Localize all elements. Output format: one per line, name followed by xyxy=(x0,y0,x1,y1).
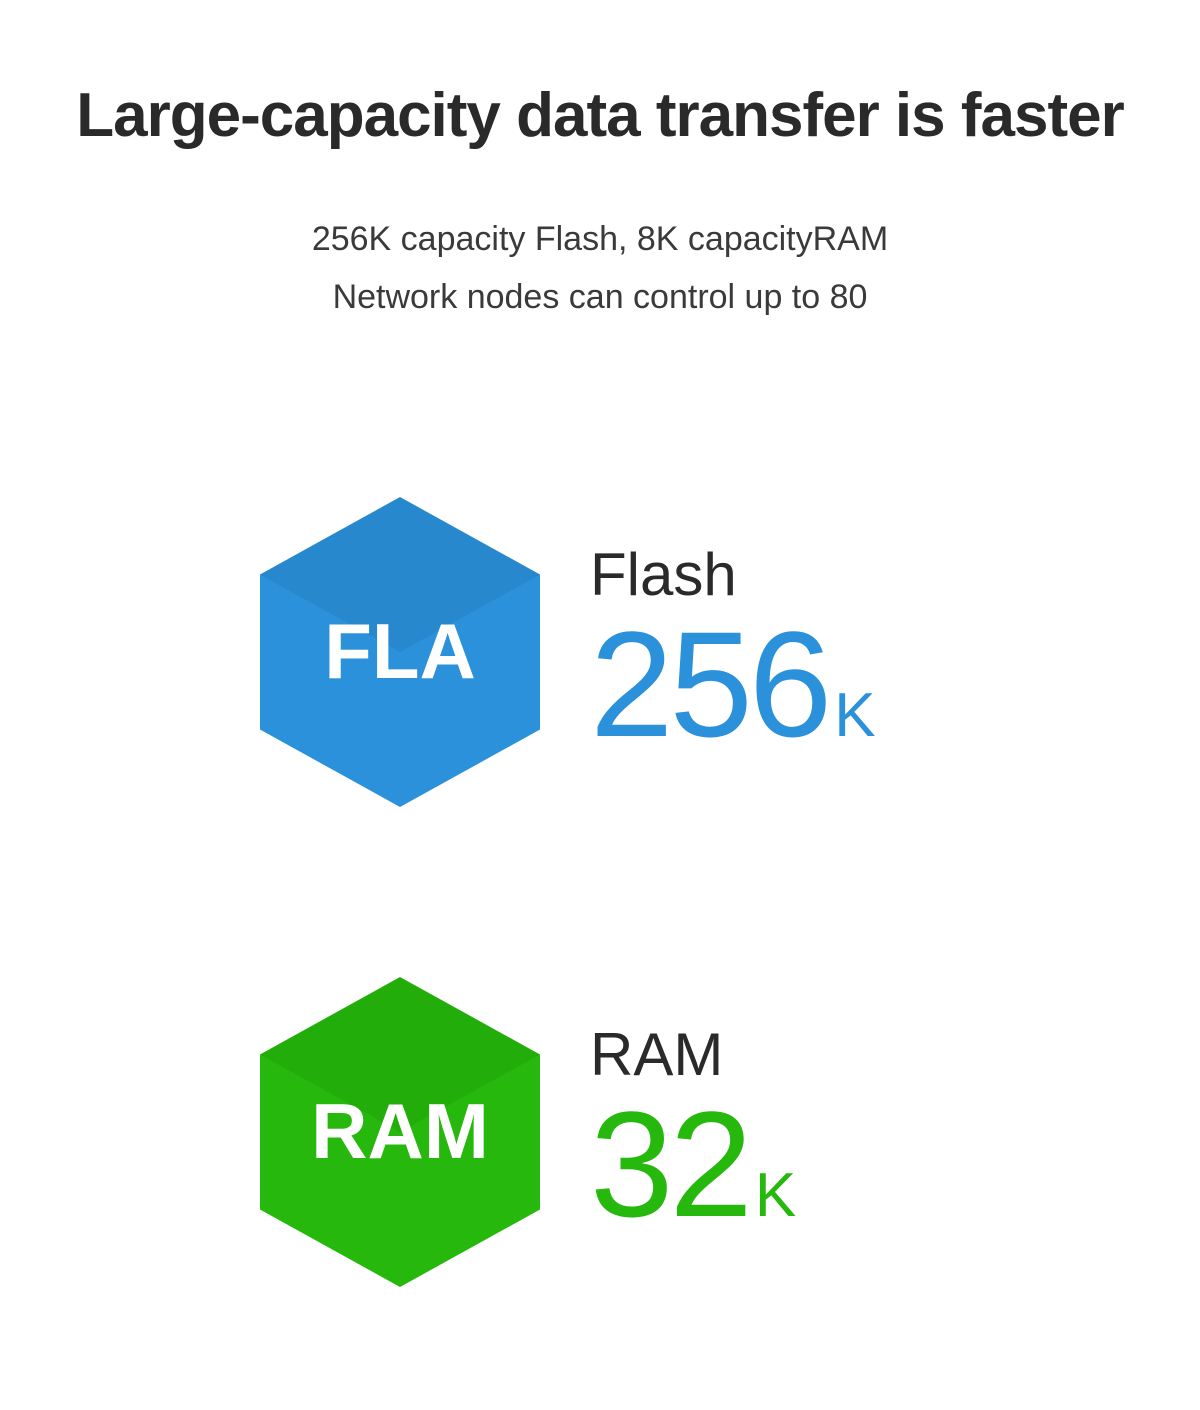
spec-value: 32 K xyxy=(590,1089,796,1239)
spec-label: Flash xyxy=(590,545,876,605)
subtitle-line-1: 256K capacity Flash, 8K capacityRAM xyxy=(60,211,1140,269)
spec-info-ram: RAM 32 K xyxy=(590,1025,796,1239)
hexagon-label: RAM xyxy=(260,977,540,1287)
spec-item-ram: RAM RAM 32 K xyxy=(260,977,1140,1287)
subtitle-line-2: Network nodes can control up to 80 xyxy=(60,269,1140,327)
subtitle: 256K capacity Flash, 8K capacityRAM Netw… xyxy=(60,211,1140,327)
spec-label: RAM xyxy=(590,1025,796,1085)
hexagon-label: FLA xyxy=(260,497,540,807)
hexagon-badge-ram: RAM xyxy=(260,977,540,1287)
spec-list: FLA Flash 256 K RAM RAM 32 K xyxy=(60,497,1140,1287)
spec-info-flash: Flash 256 K xyxy=(590,545,876,759)
spec-value-unit: K xyxy=(755,1165,796,1227)
spec-item-flash: FLA Flash 256 K xyxy=(260,497,1140,807)
page-title: Large-capacity data transfer is faster xyxy=(60,80,1140,151)
hexagon-badge-flash: FLA xyxy=(260,497,540,807)
spec-value-number: 32 xyxy=(590,1089,749,1239)
spec-value: 256 K xyxy=(590,609,876,759)
spec-value-number: 256 xyxy=(590,609,828,759)
spec-value-unit: K xyxy=(834,685,875,747)
